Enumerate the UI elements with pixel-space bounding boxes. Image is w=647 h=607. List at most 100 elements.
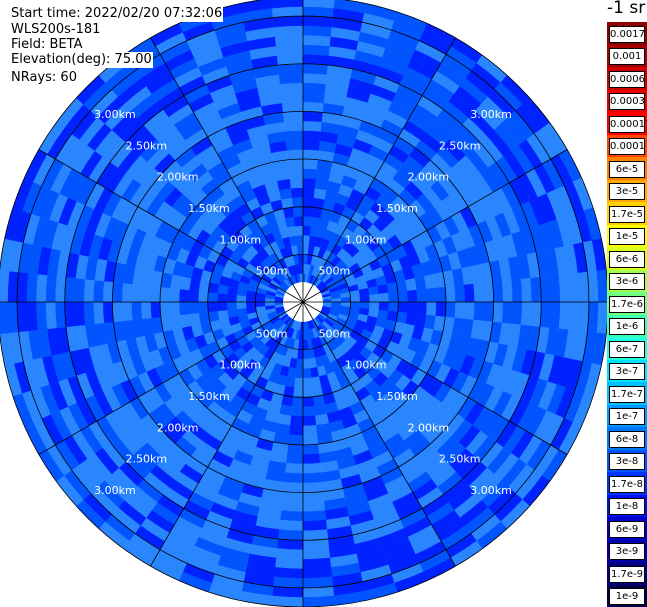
- ppi-cell: [302, 567, 333, 579]
- ppi-cell: [217, 309, 229, 321]
- colorbar-segment: 3e-9: [607, 539, 647, 562]
- ppi-cell: [283, 472, 304, 484]
- colorbar-tick-label: 3e-8: [609, 453, 645, 471]
- ppi-cell: [302, 415, 317, 427]
- range-ring-label: 1.50km: [376, 202, 418, 215]
- range-ring-label: 1.00km: [345, 359, 387, 372]
- range-ring-label: 3.00km: [94, 484, 136, 497]
- ppi-cell: [45, 301, 57, 330]
- ppi-cell: [302, 500, 326, 512]
- ppi-cell: [302, 168, 318, 179]
- ppi-cell: [290, 406, 304, 417]
- colorbar-segment: 3e-7: [607, 359, 647, 382]
- ppi-cell: [102, 280, 114, 303]
- ppi-cell: [359, 294, 370, 303]
- colorbar-tick-label: 1.7e-9: [609, 565, 645, 583]
- colorbar-segment: 0.0017: [607, 22, 647, 45]
- colorbar-tick-label: 0.0006: [609, 70, 645, 88]
- ppi-cell: [217, 301, 228, 312]
- colorbar-tick-label: 0.0003: [609, 93, 645, 111]
- ppi-cell: [278, 519, 304, 531]
- ppi-cell: [294, 225, 304, 236]
- ppi-cell: [501, 301, 513, 325]
- colorbar-tick-label: 3e-9: [609, 543, 645, 561]
- ppi-cell: [302, 139, 321, 151]
- range-ring-label: 2.50km: [126, 453, 168, 466]
- colorbar-tick-label: 1e-8: [609, 498, 645, 516]
- ppi-cell: [64, 301, 76, 328]
- azimuth-spoke: [38, 149, 304, 303]
- ppi-cell: [388, 301, 399, 313]
- ppi-cell: [577, 271, 590, 303]
- ppi-cell: [302, 491, 325, 503]
- ppi-cell: [302, 519, 328, 531]
- ppi-cell: [112, 301, 124, 323]
- ppi-cell: [350, 295, 361, 303]
- ppi-cell: [511, 278, 523, 303]
- nrays: NRays: 60: [11, 70, 78, 86]
- ppi-cell: [45, 274, 57, 303]
- azimuth-spoke: [302, 149, 568, 303]
- ppi-cell: [426, 301, 437, 317]
- ppi-cell: [280, 500, 304, 512]
- range-ring-label: 1.00km: [220, 233, 262, 246]
- colorbar-segment: 1e-6: [607, 314, 647, 337]
- ppi-cell: [159, 286, 171, 303]
- ppi-cell: [302, 349, 310, 360]
- ppi-cell: [302, 339, 309, 350]
- ppi-cell: [150, 285, 162, 303]
- ppi-cell: [302, 0, 335, 9]
- ppi-cell: [302, 63, 329, 75]
- ppi-cells: [0, 0, 607, 607]
- ppi-cell: [302, 158, 319, 170]
- ppi-cell: [302, 576, 334, 589]
- ppi-cell: [245, 301, 256, 309]
- ppi-cell: [549, 301, 561, 330]
- ppi-cell: [302, 15, 334, 28]
- ppi-cell: [302, 187, 316, 198]
- ppi-cell: [577, 301, 590, 333]
- colorbar-tick-label: 6e-9: [609, 520, 645, 538]
- ppi-cell: [281, 101, 304, 113]
- ppi-cell: [159, 301, 171, 318]
- ppi-cell: [369, 293, 380, 303]
- ppi-cell: [274, 34, 304, 47]
- ppi-cell: [482, 301, 494, 323]
- azimuth-spoke: [302, 301, 568, 455]
- colorbar-segment: 3e-6: [607, 269, 647, 292]
- ppi-cell: [473, 301, 485, 322]
- ppi-cell: [302, 196, 315, 208]
- ppi-cell: [169, 287, 180, 303]
- ppi-cell: [197, 290, 209, 303]
- colorbar-tick-label: 1e-6: [609, 318, 645, 336]
- ppi-cell: [568, 301, 580, 332]
- ppi-cell: [93, 279, 105, 303]
- ppi-cell: [287, 158, 304, 170]
- ppi-cell: [435, 301, 447, 318]
- ppi-cell: [16, 271, 29, 303]
- colorbar-tick-label: 0.0001: [609, 138, 645, 156]
- ppi-cell: [275, 44, 304, 56]
- ppi-cell: [35, 301, 48, 331]
- ppi-cell: [273, 567, 304, 579]
- colorbar-segment: 6e-6: [607, 247, 647, 270]
- colorbar-tick-label: 1e-9: [609, 588, 645, 606]
- ppi-cell: [271, 0, 304, 9]
- range-grid: [0, 0, 607, 607]
- ppi-cell: [83, 278, 95, 303]
- range-ring-label: 3.00km: [470, 484, 512, 497]
- ppi-cell: [416, 301, 428, 316]
- ppi-cell: [388, 291, 399, 303]
- azimuth-spoke: [302, 37, 456, 303]
- ppi-cell: [558, 273, 571, 303]
- ppi-cell: [378, 301, 389, 312]
- range-ring-label: 2.00km: [408, 171, 450, 184]
- colorbar-tick-label: 3e-7: [609, 363, 645, 381]
- ppi-cell: [279, 510, 304, 522]
- ppi-cell: [302, 529, 329, 541]
- colorbar-tick-label: 1e-5: [609, 228, 645, 246]
- ppi-cell: [302, 235, 311, 246]
- colorbar-title: -1 sr: [607, 0, 646, 18]
- ppi-cell: [435, 286, 447, 303]
- range-ring-label: 1.00km: [220, 359, 262, 372]
